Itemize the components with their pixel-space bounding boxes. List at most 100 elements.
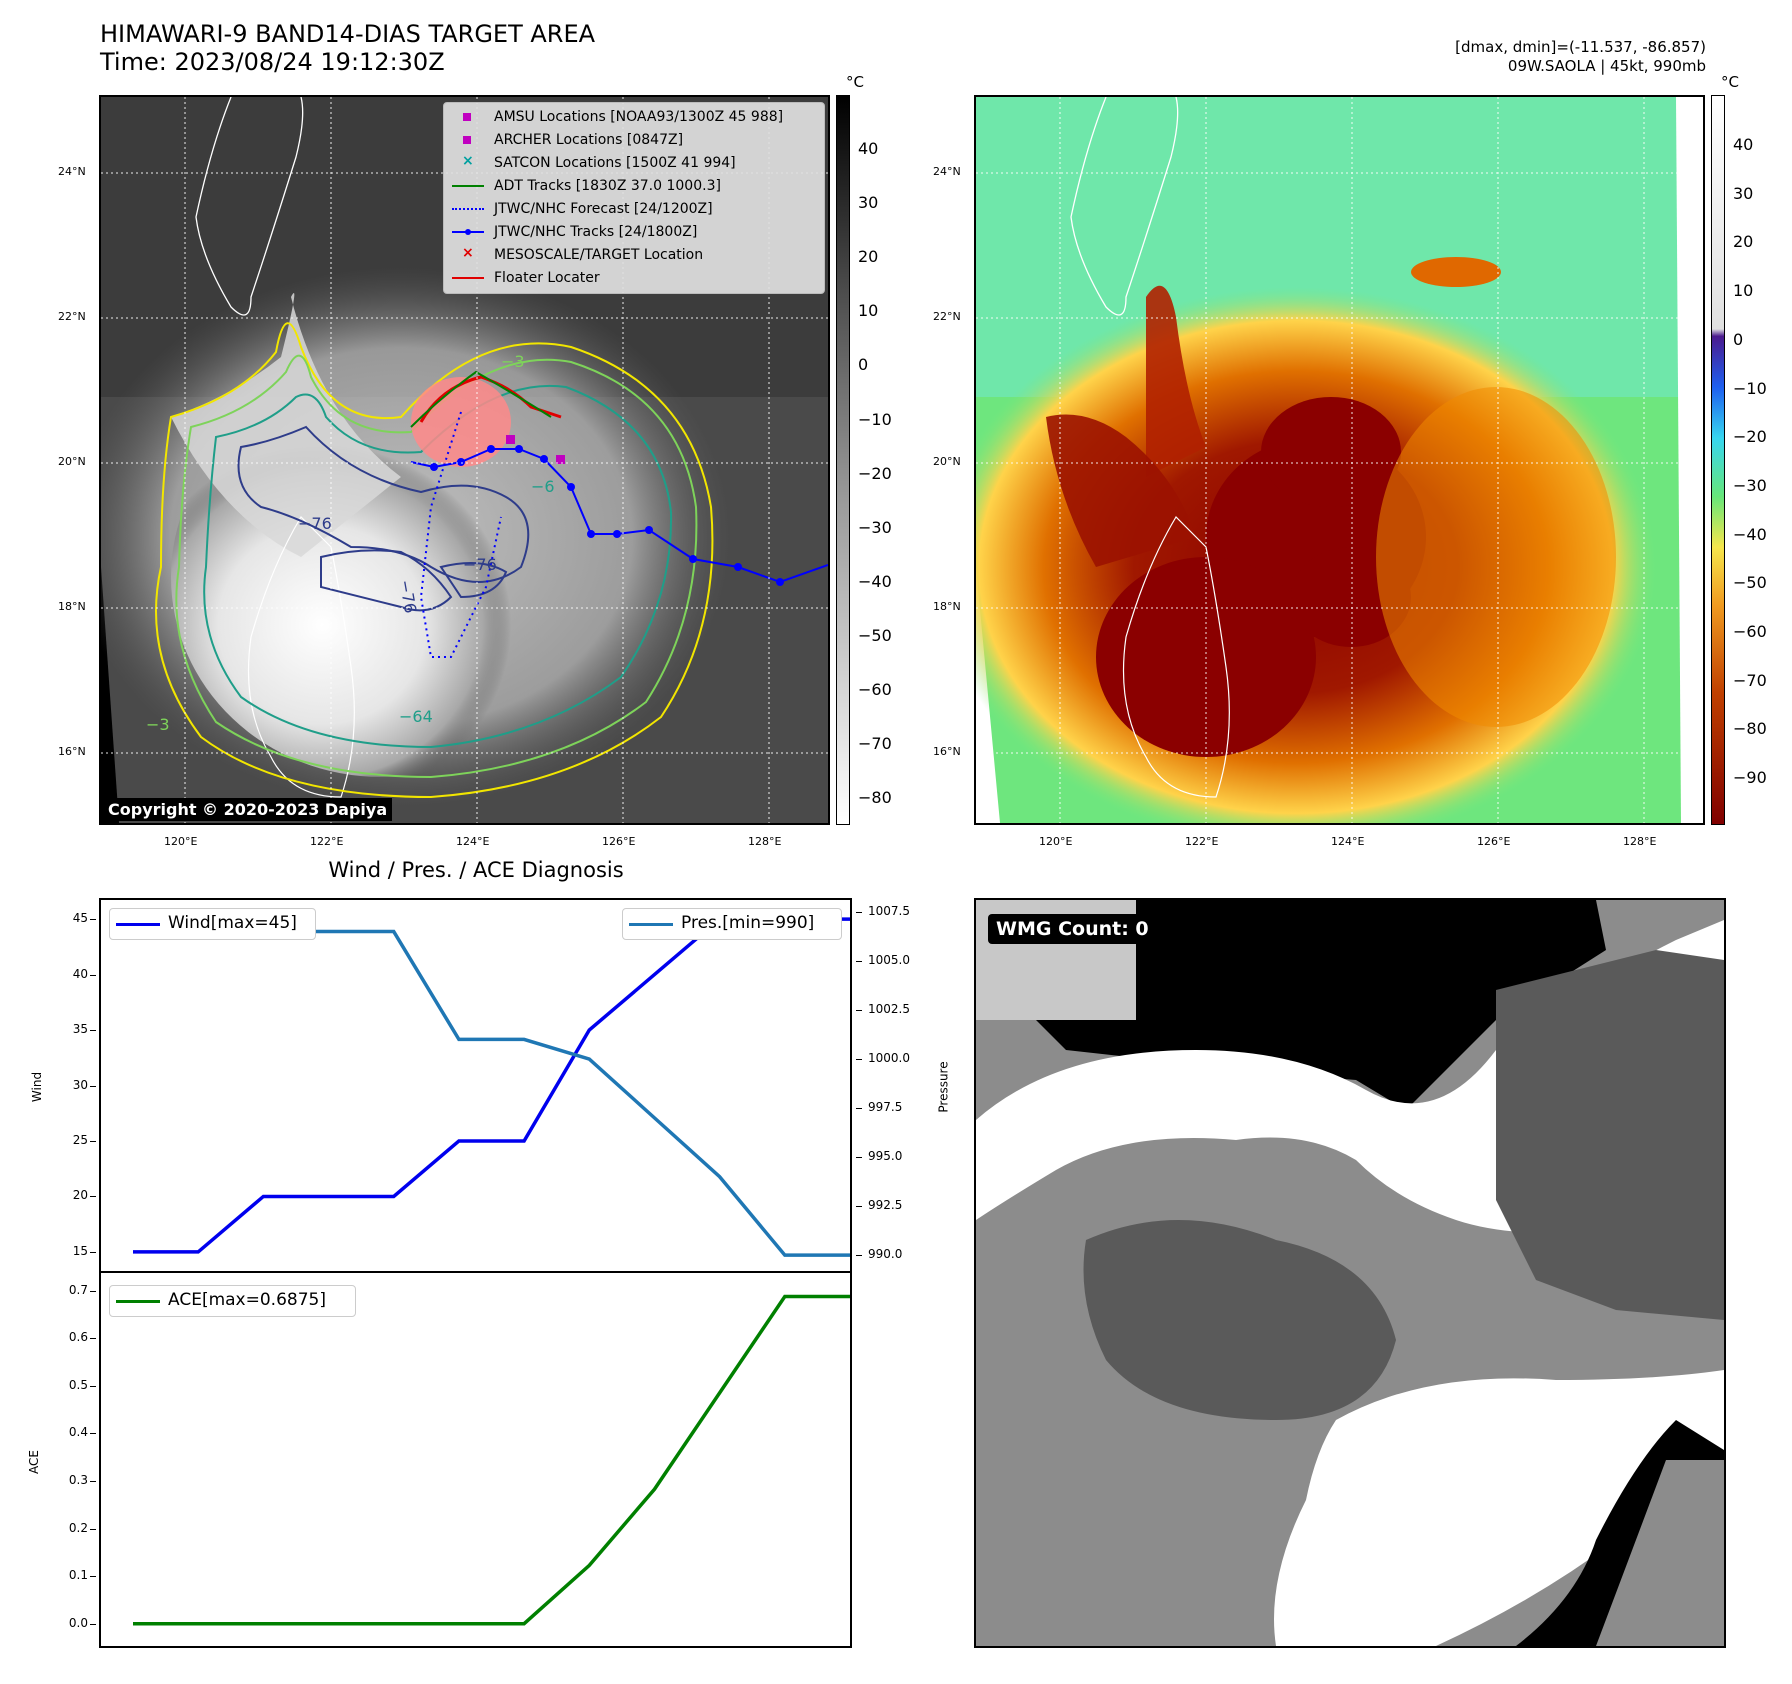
colorbar-right	[1711, 95, 1725, 825]
title-line-1: HIMAWARI-9 BAND14-DIAS TARGET AREA	[100, 20, 596, 48]
wmg-count-badge: WMG Count: 0	[988, 914, 1157, 944]
ace-axis-label: ACE	[26, 1450, 41, 1474]
y-tick-mark	[856, 960, 862, 962]
cloud-arm-west	[1046, 414, 1196, 567]
storm-info: [dmax, dmin]=(-11.537, -86.857) 09W.SAOL…	[1455, 38, 1706, 76]
y-tick-mark	[90, 1528, 96, 1530]
y-tick-mark	[90, 1433, 96, 1435]
line-marker-icon	[452, 185, 484, 187]
lon-label: 128°E	[748, 835, 782, 848]
outer-band-east	[1376, 387, 1616, 727]
map-gridlines	[976, 97, 1703, 823]
colorbar-tick-label: −80	[1733, 719, 1767, 739]
square-marker-icon	[463, 113, 471, 121]
lat-label: 20°N	[58, 455, 86, 468]
y-tick-mark	[90, 1623, 96, 1625]
taiwan-coast	[195, 97, 304, 316]
y-tick-mark	[90, 1385, 96, 1387]
lon-label: 120°E	[164, 835, 198, 848]
colorbar-tick-label: 30	[1733, 183, 1754, 203]
wind-pressure-plot	[133, 910, 850, 1257]
colorbar-tick-label: −40	[1733, 524, 1767, 544]
lon-label: 124°E	[1331, 835, 1365, 848]
y-tick-label: 0.6	[68, 1330, 88, 1345]
y-tick-mark	[90, 974, 96, 976]
mesoscale-target-area	[411, 377, 511, 467]
y-tick-mark	[90, 1030, 96, 1032]
wmg-region-darkgray-east	[1496, 950, 1724, 1320]
ace-legend-label: ACE[max=0.6875]	[168, 1290, 326, 1310]
ace-legend: ACE[max=0.6875]	[109, 1285, 356, 1317]
contour-label: −76	[463, 555, 497, 574]
colorbar-tick-label: −30	[858, 517, 892, 537]
lat-label: 16°N	[58, 745, 86, 758]
colorbar-tick-label: −90	[1733, 768, 1767, 788]
wind-pressure-chart: Wind[max=45] Pres.[min=990]	[99, 898, 852, 1273]
colorbar-tick-label: 40	[1733, 135, 1754, 154]
wind-legend: Wind[max=45]	[109, 908, 316, 940]
cloud-patch-northeast	[1411, 257, 1501, 287]
colorbar-tick-label: −20	[858, 463, 892, 483]
ir-map-panel: −76 −76 −76 −64 −3 −3 −6 AMSU Locations …	[99, 95, 830, 825]
colorbar-left	[836, 95, 850, 825]
wind-legend-swatch	[116, 923, 160, 926]
luzon-coast	[247, 516, 355, 798]
y-tick-label: 1005.0	[868, 952, 910, 967]
colorbar-tick-label: 40	[858, 139, 879, 158]
y-tick-label: 40	[72, 966, 88, 981]
y-tick-label: 45	[72, 911, 88, 926]
taiwan-coast	[1070, 97, 1179, 316]
color-ir-map-canvas	[976, 97, 1703, 823]
contour-label: −76	[298, 514, 332, 533]
jtwc-forecast-track	[419, 411, 502, 658]
y-tick-label: 0.4	[68, 1425, 88, 1440]
colorbar-tick-label: −80	[858, 788, 892, 808]
colorbar-tick-label: −50	[858, 625, 892, 645]
x-marker-icon: ×	[462, 153, 474, 169]
lat-label: 20°N	[933, 455, 961, 468]
dmax-dmin-readout: [dmax, dmin]=(-11.537, -86.857)	[1455, 38, 1706, 56]
y-tick-mark	[856, 1059, 862, 1061]
y-tick-mark	[856, 1108, 862, 1110]
colorbar-tick-label: 20	[858, 247, 879, 267]
map-legend: AMSU Locations [NOAA93/1300Z 45 988] ARC…	[443, 102, 825, 294]
wmg-panel: WMG Count: 0	[974, 898, 1726, 1648]
ace-plot	[133, 1294, 850, 1626]
storm-name-readout: 09W.SAOLA | 45kt, 990mb	[1507, 57, 1706, 75]
colorbar-tick-label: 0	[858, 355, 869, 375]
luzon-coast	[1122, 516, 1230, 798]
colorbar-tick-label: −20	[1733, 427, 1767, 447]
lat-label: 16°N	[933, 745, 961, 758]
y-tick-label: 30	[72, 1077, 88, 1092]
wmg-region-white-south	[1274, 1370, 1724, 1646]
wmg-region-gray-southeast	[1596, 1460, 1724, 1646]
x-marker-icon: ×	[462, 245, 474, 261]
y-tick-mark	[90, 1480, 96, 1482]
lat-label: 24°N	[58, 165, 86, 178]
line-marker-icon	[452, 277, 484, 279]
contour-navy-3	[439, 562, 508, 599]
amsu-marker	[506, 435, 515, 444]
lon-label: 120°E	[1039, 835, 1073, 848]
title-line-2: Time: 2023/08/24 19:12:30Z	[100, 48, 445, 76]
y-tick-label: 0.2	[68, 1520, 88, 1535]
y-tick-label: 0.7	[68, 1282, 88, 1297]
lon-label: 122°E	[1185, 835, 1219, 848]
y-tick-label: 0.5	[68, 1377, 88, 1392]
diagnosis-title: Wind / Pres. / ACE Diagnosis	[328, 858, 624, 882]
colorbar-tick-label: −40	[858, 571, 892, 591]
lon-label: 124°E	[456, 835, 490, 848]
dot-icon	[465, 229, 471, 235]
lat-label: 18°N	[933, 600, 961, 613]
y-tick-label: 995.0	[868, 1149, 903, 1164]
contour-label: −6	[531, 477, 555, 496]
y-tick-label: 1000.0	[868, 1051, 910, 1066]
contour-navy-2	[320, 549, 453, 612]
pressure-legend: Pres.[min=990]	[622, 908, 842, 940]
y-tick-label: 0.3	[68, 1472, 88, 1487]
y-tick-mark	[90, 1576, 96, 1578]
y-tick-mark	[90, 1140, 96, 1142]
lon-label: 122°E	[310, 835, 344, 848]
cloud-arm-west	[171, 293, 401, 557]
y-tick-mark	[856, 1009, 862, 1011]
